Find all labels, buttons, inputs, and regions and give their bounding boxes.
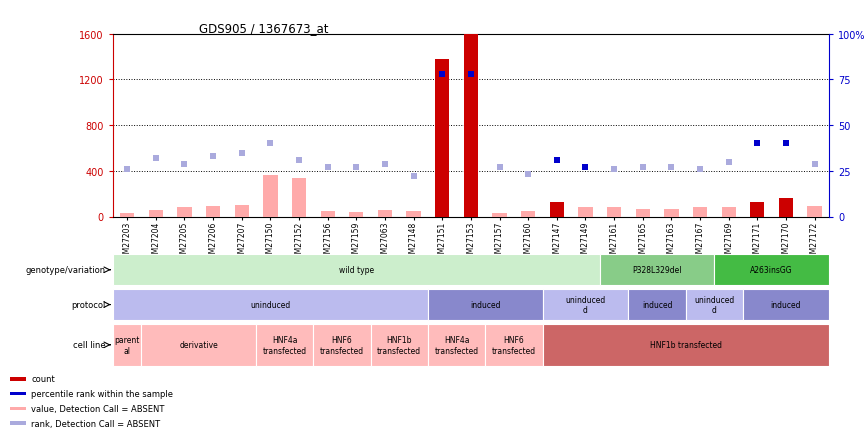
Text: uninduced
d: uninduced d [565,295,606,315]
Bar [693,208,707,217]
Bar [256,324,313,366]
Text: percentile rank within the sample: percentile rank within the sample [31,389,174,398]
Text: HNF1b transfected: HNF1b transfected [650,341,721,349]
Bar [206,207,220,217]
Bar [406,211,421,217]
Bar [320,211,335,217]
Bar [10,421,26,425]
Bar [10,407,26,410]
Text: uninduced: uninduced [250,300,291,309]
Bar [10,392,26,395]
Bar [435,60,450,217]
Text: wild type: wild type [339,266,374,275]
Bar [578,208,593,217]
Bar [234,206,249,217]
Text: genotype/variation: genotype/variation [25,266,106,275]
Text: P328L329del: P328L329del [632,266,682,275]
Bar [721,208,736,217]
Text: uninduced
d: uninduced d [694,295,734,315]
Text: GDS905 / 1367673_at: GDS905 / 1367673_at [199,22,328,35]
Bar [635,209,650,217]
Bar [600,254,714,286]
Text: value, Detection Call = ABSENT: value, Detection Call = ABSENT [31,404,165,413]
Bar [492,214,507,217]
Bar [714,254,829,286]
Text: A263insGG: A263insGG [750,266,793,275]
Bar [113,289,428,320]
Bar [542,289,628,320]
Bar [542,324,829,366]
Bar [113,324,141,366]
Bar [148,210,163,217]
Bar [141,324,256,366]
Text: HNF4a
transfected: HNF4a transfected [263,335,306,355]
Text: HNF1b
transfected: HNF1b transfected [378,335,421,355]
Bar [686,289,743,320]
Bar [549,202,564,217]
Text: induced: induced [771,300,801,309]
Bar [120,214,135,217]
Bar [779,199,793,217]
Bar [371,324,428,366]
Bar [113,254,600,286]
Bar [750,202,765,217]
Bar [628,289,686,320]
Text: induced: induced [470,300,501,309]
Bar [349,212,364,217]
Bar [263,176,278,217]
Text: rank, Detection Call = ABSENT: rank, Detection Call = ABSENT [31,418,161,427]
Bar [313,324,371,366]
Text: induced: induced [641,300,673,309]
Bar [743,289,829,320]
Bar [428,324,485,366]
Bar [807,207,822,217]
Text: count: count [31,375,55,384]
Text: HNF4a
transfected: HNF4a transfected [435,335,478,355]
Text: derivative: derivative [180,341,218,349]
Text: HNF6
transfected: HNF6 transfected [492,335,536,355]
Bar [521,211,536,217]
Bar [177,208,192,217]
Text: protocol: protocol [71,300,106,309]
Bar [10,378,26,381]
Bar [464,35,478,217]
Bar [292,178,306,217]
Bar [378,210,392,217]
Text: cell line: cell line [73,341,106,349]
Bar [428,289,542,320]
Text: parent
al: parent al [115,335,140,355]
Bar [485,324,542,366]
Text: HNF6
transfected: HNF6 transfected [320,335,364,355]
Bar [607,208,621,217]
Bar [664,209,679,217]
